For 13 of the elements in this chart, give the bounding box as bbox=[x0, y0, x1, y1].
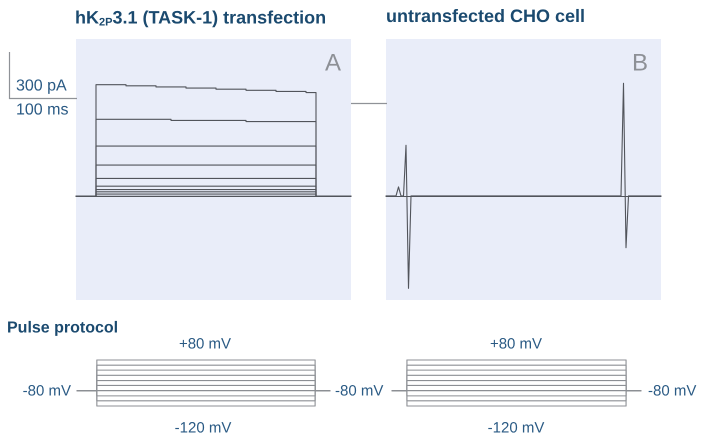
text: -80 mV bbox=[22, 382, 71, 400]
text: +80 mV bbox=[178, 336, 232, 352]
text: A bbox=[324, 50, 341, 76]
text: +80 mV bbox=[490, 336, 542, 352]
text: 100 ms bbox=[16, 102, 68, 118]
text: 300 pA bbox=[16, 78, 68, 94]
text: -80 mV bbox=[648, 382, 696, 400]
chart-title: untransfected CHO cell bbox=[386, 6, 586, 26]
chart-title: Pulse protocol bbox=[7, 320, 118, 336]
text: -120 mV bbox=[488, 420, 544, 436]
text: B bbox=[632, 50, 648, 76]
text: -120 mV bbox=[174, 420, 232, 436]
text: -80 mV bbox=[335, 382, 384, 400]
